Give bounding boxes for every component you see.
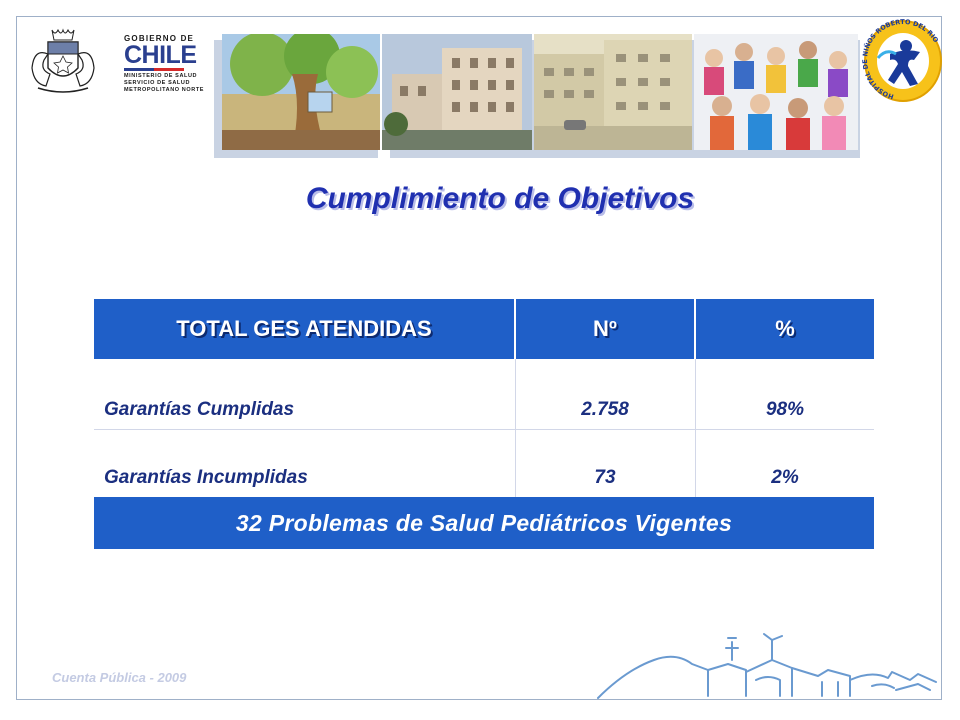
hospital-logo: HOSPITAL DE NIÑOS ROBERTO DEL RIO	[861, 18, 944, 104]
gov-line-2: CHILE	[124, 41, 197, 69]
table-footer: 32 Problemas de Salud Pediátricos Vigent…	[94, 497, 874, 549]
coat-of-arms-icon	[31, 28, 95, 93]
hospital-building-photo	[382, 34, 532, 150]
header-total-ges: TOTAL GES ATENDIDAS	[94, 299, 514, 359]
row-percent: 98%	[765, 399, 805, 420]
row-label: Garantías Cumplidas	[104, 399, 295, 420]
gov-line-4: SERVICIO DE SALUD	[124, 80, 191, 86]
row-count: 73	[594, 467, 616, 488]
header-count: Nº	[516, 299, 694, 359]
table-row: Garantías Cumplidas 2.758 98%	[94, 361, 874, 429]
gov-line-3: MINISTERIO DE SALUD	[124, 73, 198, 79]
footnote: Cuenta Pública - 2009	[52, 670, 187, 685]
column-divider	[695, 359, 696, 497]
slide-title: Cumplimiento de Objetivos	[305, 182, 695, 215]
row-divider	[94, 429, 874, 430]
gobierno-de-chile-logo: GOBIERNO DE CHILE MINISTERIO DE SALUD SE…	[28, 24, 208, 100]
photo-strip	[214, 34, 860, 158]
header-percent: %	[696, 299, 874, 359]
row-percent: 2%	[771, 467, 799, 488]
children-group-photo	[694, 34, 858, 150]
hospital-skyline-drawing	[597, 633, 937, 699]
old-building-photo	[534, 34, 692, 150]
gov-line-1: GOBIERNO DE	[124, 34, 195, 43]
flag-bar	[124, 68, 184, 71]
row-count: 2.758	[581, 399, 629, 420]
hospital-emblem-icon: HOSPITAL DE NIÑOS ROBERTO DEL RIO	[861, 18, 942, 102]
table-row: Garantías Incumplidas 73 2%	[94, 429, 874, 497]
gov-line-5: METROPOLITANO NORTE	[124, 87, 205, 93]
column-divider	[515, 359, 516, 497]
row-label: Garantías Incumplidas	[104, 467, 308, 488]
ges-table: TOTAL GES ATENDIDAS Nº % Garantías Cumpl…	[94, 299, 874, 549]
mural-tree-photo	[222, 34, 380, 150]
